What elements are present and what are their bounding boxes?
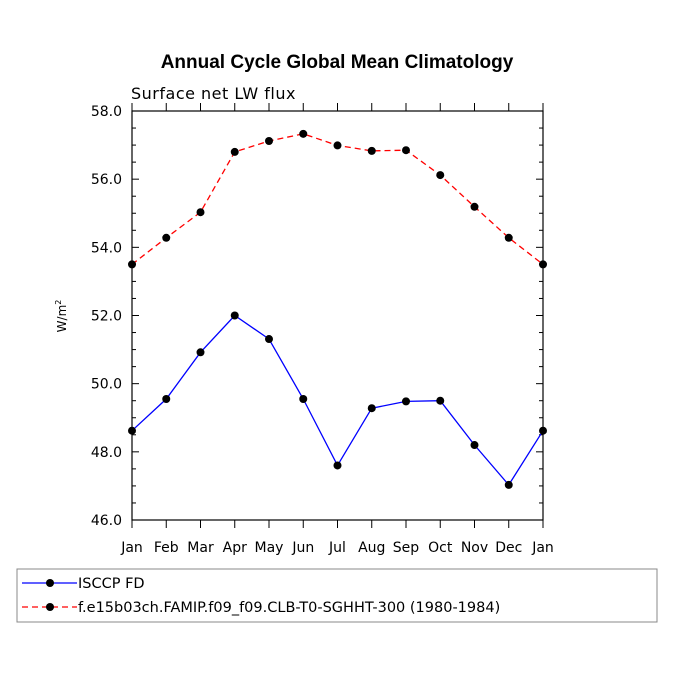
legend-marker	[46, 579, 54, 587]
x-tick-label: Mar	[187, 540, 214, 556]
data-point	[128, 260, 136, 269]
chart-subtitle: Surface net LW flux	[131, 84, 296, 103]
data-point	[265, 335, 273, 344]
data-point	[333, 141, 342, 150]
data-point	[470, 441, 479, 450]
data-point	[436, 171, 445, 180]
y-tick-label: 56.0	[91, 172, 122, 188]
data-point	[367, 146, 376, 155]
x-tick-label: Jan	[120, 540, 143, 556]
data-point	[196, 348, 205, 357]
plot-frame	[131, 110, 544, 521]
series-line-1	[131, 314, 544, 486]
y-tick-label: 48.0	[91, 445, 122, 461]
x-tick-label: May	[255, 540, 284, 556]
data-point	[230, 311, 239, 320]
x-tick-label: Jan	[531, 540, 554, 556]
data-point	[436, 396, 445, 405]
legend: ISCCP FD f.e15b03ch.FAMIP.f09_f09.CLB-T0-…	[16, 568, 658, 623]
data-point	[539, 260, 547, 269]
data-point	[162, 233, 171, 242]
y-tick-label: 54.0	[91, 240, 122, 256]
data-point	[230, 147, 239, 156]
y-tick-label: 50.0	[91, 377, 122, 393]
legend-label-1: ISCCP FD	[78, 576, 145, 592]
data-point	[470, 202, 479, 211]
x-tick-label: Oct	[428, 540, 453, 556]
data-point	[265, 136, 273, 145]
x-tick-label: Apr	[223, 540, 247, 556]
data-point	[402, 146, 410, 155]
svg-text:W/m2: W/m2	[54, 300, 69, 333]
data-point	[504, 233, 513, 242]
data-point	[504, 480, 513, 489]
x-tick-label: Jul	[328, 540, 346, 556]
data-point	[196, 208, 205, 217]
x-tick-label: Nov	[461, 540, 488, 556]
data-point	[367, 404, 376, 413]
y-tick-label: 46.0	[91, 513, 122, 529]
y-axis-label-superscript: 2	[54, 300, 63, 305]
x-tick-label: Sep	[393, 540, 420, 556]
x-tick-label: Aug	[358, 540, 385, 556]
legend-marker	[46, 603, 54, 611]
y-axis-label: W/m2	[54, 300, 69, 333]
y-tick-label: 52.0	[91, 309, 122, 325]
legend-label-2: f.e15b03ch.FAMIP.f09_f09.CLB-T0-SGHHT-30…	[78, 600, 500, 616]
x-tick-label: Jun	[291, 540, 314, 556]
chart-title: Annual Cycle Global Mean Climatology	[161, 52, 514, 73]
x-tick-label: Dec	[495, 540, 522, 556]
data-point	[539, 426, 547, 435]
x-tick-label: Feb	[154, 540, 179, 556]
plot-area: 46.0 48.0 50.0 52.0 54.0 56.0 58.0 Jan Feb Mar Apr…	[91, 103, 554, 556]
y-tick-label: 58.0	[91, 104, 122, 120]
y-axis-label-text: W/m	[55, 305, 69, 333]
data-point	[299, 395, 308, 404]
data-point	[128, 426, 136, 435]
data-point	[333, 461, 342, 470]
series-line-2	[131, 133, 544, 265]
legend-box	[16, 568, 658, 623]
data-point	[299, 129, 308, 138]
data-point	[402, 397, 410, 406]
data-point	[162, 395, 171, 404]
